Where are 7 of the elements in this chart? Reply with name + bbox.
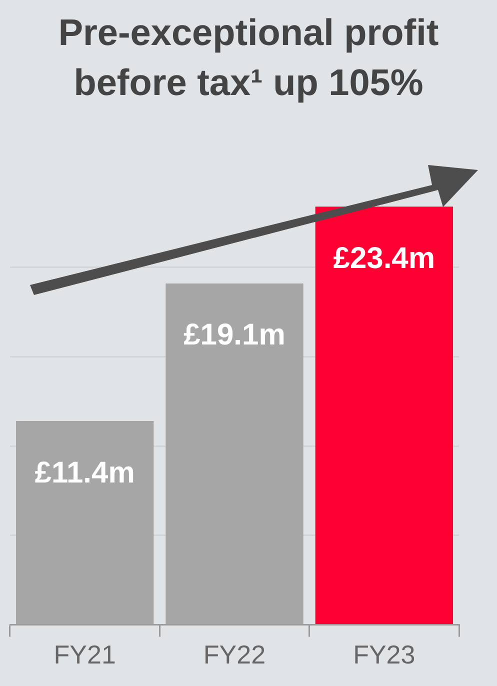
data-label: £19.1m: [184, 318, 286, 352]
data-label: £11.4m: [34, 456, 135, 490]
chart-title: Pre-exceptional profit before tax¹ up 105%: [57, 11, 440, 105]
x-tick-label: FY21: [54, 640, 116, 670]
data-label: £23.4m: [333, 242, 436, 275]
x-tick-label: FY23: [353, 640, 416, 670]
x-tick-label: FY22: [203, 640, 266, 670]
